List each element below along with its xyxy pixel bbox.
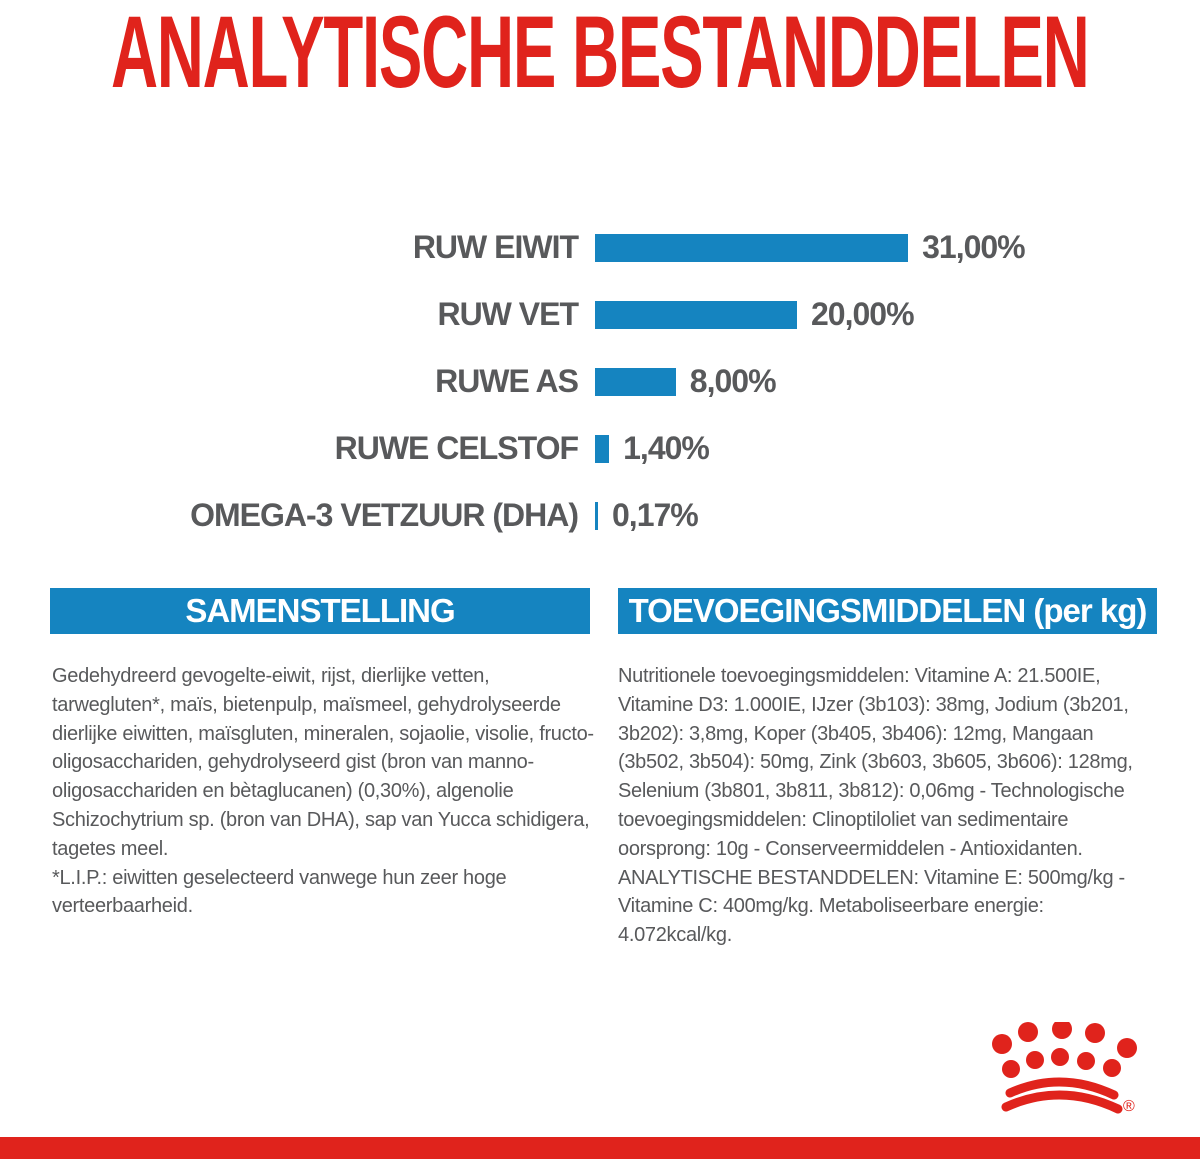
chart-value-label: 31,00% (922, 229, 1026, 265)
chart-row: RUW EIWIT 31,00% (0, 214, 1200, 281)
chart-row: OMEGA-3 VETZUUR (DHA) 0,17% (0, 482, 1200, 549)
chart-bar (595, 501, 598, 530)
chart-value-label: 20,00% (811, 296, 915, 332)
additives-header-label: TOEVOEGINGSMIDDELEN (per kg) (628, 592, 1148, 629)
chart-category-label: OMEGA-3 VETZUUR (DHA) (190, 497, 579, 533)
additives-details: Nutritionele toevoegingsmiddelen: Vitami… (618, 665, 1133, 947)
chart-category-label: RUWE CELSTOF (334, 430, 579, 466)
royal-canin-crown-logo-icon: ® (992, 1022, 1137, 1115)
page-title: ANALYTISCHE BESTANDDELEN (0, 0, 1200, 104)
chart-bar (595, 367, 676, 396)
bottom-red-strip (0, 1137, 1200, 1159)
composition-header-label: SAMENSTELLING (185, 592, 455, 629)
chart-category-label: RUW VET (437, 296, 579, 332)
chart-value-label: 0,17% (612, 497, 699, 533)
chart-row: RUWE AS 8,00% (0, 348, 1200, 415)
composition-header: SAMENSTELLING (50, 588, 590, 634)
additives-text: Nutritionele toevoegingsmiddelen: Vitami… (618, 662, 1158, 950)
chart-category-label: RUWE AS (435, 363, 579, 399)
chart-row: RUW VET 20,00% (0, 281, 1200, 348)
page-title-text: ANALYTISCHE BESTANDDELEN (111, 0, 1090, 109)
chart-value-label: 8,00% (689, 363, 777, 399)
chart-bar (595, 300, 797, 329)
registered-mark: ® (1123, 1098, 1135, 1115)
analytical-constituents-chart: RUW EIWIT 31,00% RUW VET 20,00% RUWE AS 8,00%… (0, 214, 1200, 549)
chart-value-label: 1,40% (623, 430, 710, 466)
composition-ingredients: Gedehydreerd gevogelte-eiwit, rijst, die… (52, 665, 594, 860)
chart-bar (595, 434, 610, 463)
additives-header: TOEVOEGINGSMIDDELEN (per kg) (618, 588, 1157, 634)
chart-category-label: RUW EIWIT (412, 229, 579, 265)
composition-text: Gedehydreerd gevogelte-eiwit, rijst, die… (52, 662, 597, 921)
chart-bar (595, 233, 909, 262)
composition-footnote: *L.I.P.: eiwitten geselecteerd vanwege h… (52, 866, 507, 918)
chart-row: RUWE CELSTOF 1,40% (0, 415, 1200, 482)
